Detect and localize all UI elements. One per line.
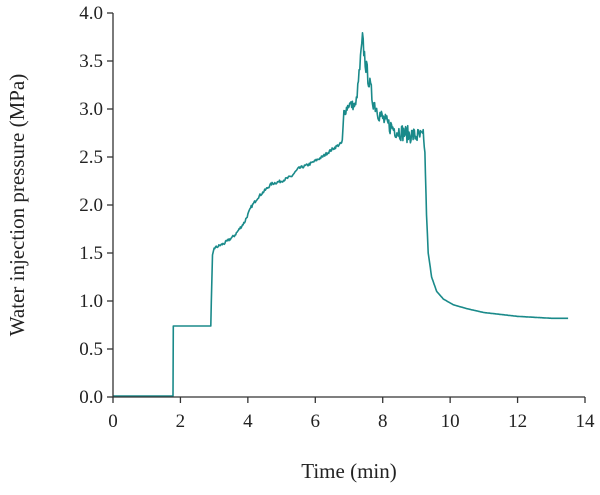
y-tick-label: 2.0 <box>79 195 103 216</box>
y-tick-label: 2.5 <box>79 147 103 168</box>
x-tick-label: 0 <box>108 411 118 432</box>
x-tick-label: 14 <box>576 411 596 432</box>
series-line <box>112 31 569 397</box>
y-tick-label: 0.5 <box>79 339 103 360</box>
y-tick-label: 1.0 <box>79 291 103 312</box>
x-tick-label: 8 <box>378 411 388 432</box>
x-tick-label: 10 <box>441 411 460 432</box>
y-tick-label: 4.0 <box>79 3 103 24</box>
x-tick-label: 4 <box>243 411 253 432</box>
axis-frame <box>112 13 585 398</box>
x-axis-ticks: 0 2 4 6 8 10 12 14 <box>108 397 595 432</box>
y-tick-label: 3.0 <box>79 99 103 120</box>
x-tick-label: 12 <box>508 411 527 432</box>
x-tick-label: 6 <box>311 411 321 432</box>
x-axis-label: Time (min) <box>301 459 396 483</box>
y-tick-label: 1.5 <box>79 243 103 264</box>
y-axis-ticks: 0.0 0.5 1.0 1.5 2.0 2.5 3.0 3.5 4.0 <box>79 3 113 408</box>
y-axis-label: Water injection pressure (MPa) <box>5 74 29 336</box>
y-tick-label: 3.5 <box>79 51 103 72</box>
x-tick-label: 2 <box>176 411 186 432</box>
y-tick-label: 0.0 <box>79 387 103 408</box>
